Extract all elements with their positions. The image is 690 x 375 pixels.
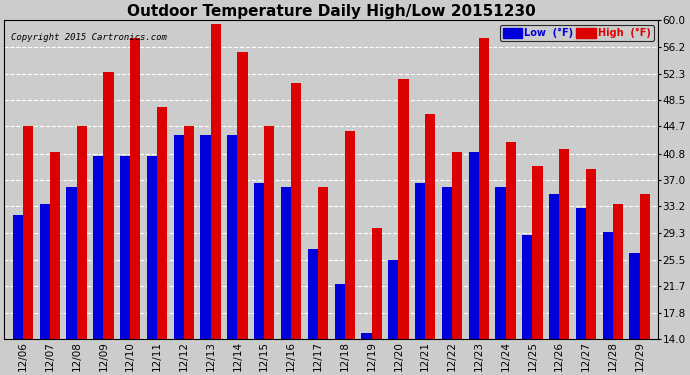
Bar [425, 114, 435, 339]
Bar [227, 135, 237, 339]
Bar [23, 126, 33, 339]
Bar [479, 38, 489, 339]
Bar [291, 83, 302, 339]
Bar [533, 166, 542, 339]
Bar [495, 187, 506, 339]
Bar [130, 38, 140, 339]
Bar [184, 126, 194, 339]
Bar [281, 187, 291, 339]
Bar [549, 194, 559, 339]
Bar [50, 152, 60, 339]
Bar [318, 187, 328, 339]
Bar [147, 156, 157, 339]
Bar [613, 204, 623, 339]
Bar [506, 142, 515, 339]
Bar [120, 156, 130, 339]
Bar [66, 187, 77, 339]
Bar [469, 152, 479, 339]
Bar [442, 187, 452, 339]
Legend: Low  (°F), High  (°F): Low (°F), High (°F) [500, 25, 653, 41]
Bar [576, 208, 586, 339]
Bar [264, 126, 275, 339]
Bar [388, 260, 398, 339]
Bar [452, 152, 462, 339]
Bar [559, 148, 569, 339]
Bar [237, 51, 248, 339]
Bar [39, 204, 50, 339]
Bar [602, 232, 613, 339]
Bar [335, 284, 345, 339]
Bar [345, 131, 355, 339]
Bar [415, 183, 425, 339]
Bar [254, 183, 264, 339]
Bar [210, 24, 221, 339]
Bar [93, 156, 104, 339]
Bar [174, 135, 184, 339]
Bar [308, 249, 318, 339]
Bar [200, 135, 210, 339]
Bar [629, 253, 640, 339]
Bar [157, 107, 167, 339]
Bar [362, 333, 371, 339]
Bar [371, 228, 382, 339]
Title: Outdoor Temperature Daily High/Low 20151230: Outdoor Temperature Daily High/Low 20151… [127, 4, 535, 19]
Bar [12, 214, 23, 339]
Bar [104, 72, 114, 339]
Text: Copyright 2015 Cartronics.com: Copyright 2015 Cartronics.com [11, 33, 166, 42]
Bar [77, 126, 87, 339]
Bar [398, 79, 408, 339]
Bar [640, 194, 650, 339]
Bar [522, 236, 533, 339]
Bar [586, 170, 596, 339]
